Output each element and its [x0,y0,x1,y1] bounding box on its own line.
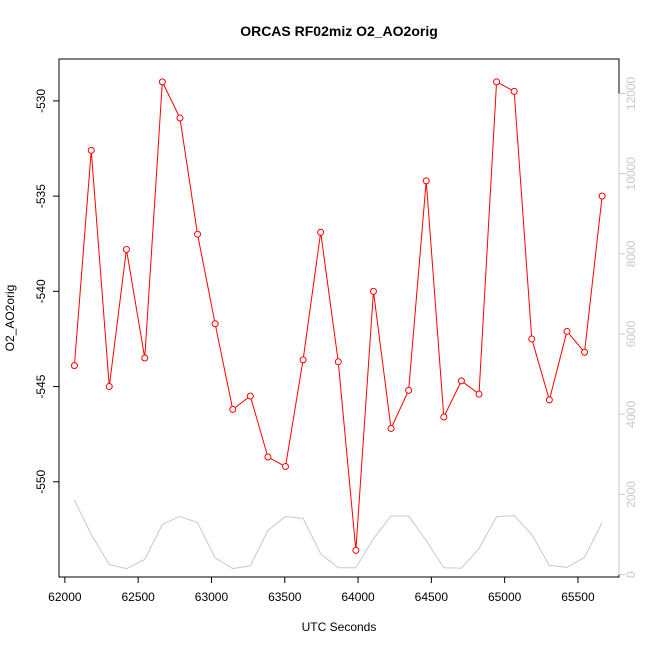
data-point [457,377,465,385]
x-tick-label: 64500 [415,590,449,604]
x-tick-label: 63500 [268,590,302,604]
y-tick-label: -535 [34,184,48,208]
data-point [405,386,413,394]
y2-tick-label: 10000 [624,157,638,191]
data-point [581,348,589,356]
data-point [158,78,166,86]
y-axis-right: 0 2000 4000 6000 8000 10000 12000 [618,76,638,578]
data-point [510,87,518,95]
x-tick-label: 62500 [121,590,155,604]
x-axis: 62000 62500 63000 63500 64000 64500 65000 65500 [48,576,595,604]
y2-tick-label: 2000 [624,481,638,508]
x-tick-label: 65000 [488,590,522,604]
chart-title: ORCAS RF02miz O2_AO2orig [240,23,438,39]
y-tick-label: -550 [34,469,48,493]
y-tick-label: -540 [34,279,48,303]
x-tick-label: 64000 [341,590,375,604]
y2-tick-label: 0 [624,571,638,578]
data-point [246,392,254,400]
data-point [87,146,95,154]
data-point [334,358,342,366]
data-point [281,463,289,471]
y-tick-label: -545 [34,374,48,398]
data-point [299,356,307,364]
data-point [317,228,325,236]
data-point [440,413,448,421]
data-point [141,354,149,362]
x-tick-label: 62000 [48,590,82,604]
y2-tick-label: 6000 [624,320,638,347]
data-point [563,327,571,335]
x-tick-label: 65500 [561,590,595,604]
data-point [211,320,219,328]
y2-tick-label: 4000 [624,401,638,428]
data-point [176,114,184,122]
data-point [369,287,377,295]
x-tick-label: 63000 [195,590,229,604]
series-line-left [73,79,603,551]
y-axis-label: O2_AO2orig [3,285,17,352]
y-tick-label: -530 [34,89,48,113]
y2-tick-label: 12000 [624,76,638,110]
data-point [545,396,553,404]
y2-tick-label: 8000 [624,240,638,267]
plot-frame [58,58,620,578]
data-point [493,78,501,86]
data-point [528,335,536,343]
data-point [352,546,360,554]
data-point [122,245,130,253]
data-point [229,405,237,413]
data-point [598,192,606,200]
data-point [475,390,483,398]
x-axis-label: UTC Seconds [302,620,377,634]
series-line-right [73,499,603,570]
data-point [194,230,202,238]
data-point [264,453,272,461]
data-point [422,177,430,185]
data-point [387,424,395,432]
series-layer [70,78,606,570]
data-point [105,383,113,391]
data-point [70,362,78,370]
y-axis-left: -530 -535 -540 -545 -550 [34,89,60,494]
